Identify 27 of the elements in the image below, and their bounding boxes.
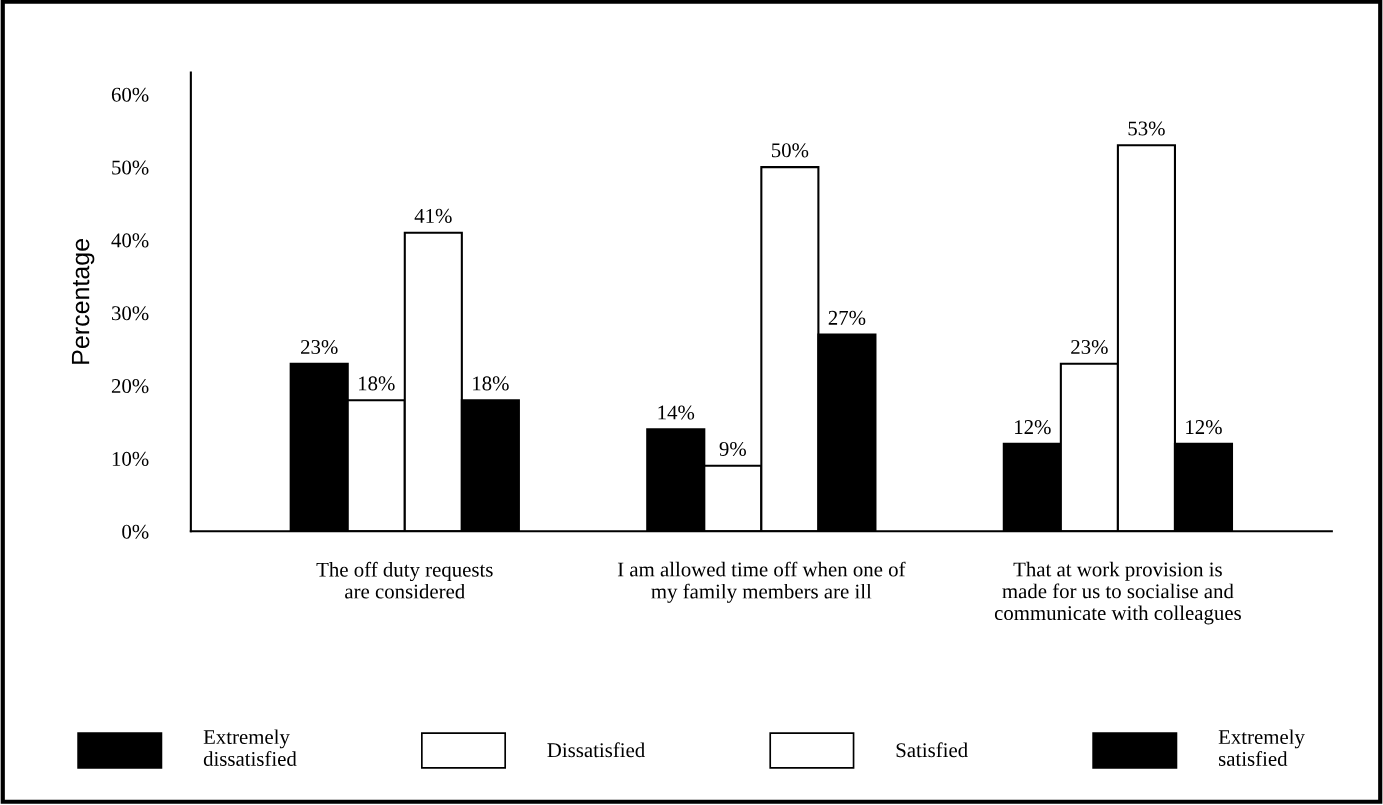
y-tick-label: 10%: [112, 451, 149, 466]
data-label: 53%: [1128, 121, 1165, 136]
legend-label: Extremely dissatisfied: [203, 729, 297, 766]
legend-label: Satisfied: [896, 742, 968, 758]
data-label: 41%: [414, 208, 452, 223]
legend-label: Extremely satisfied: [1218, 729, 1305, 766]
legend-label: Dissatisfied: [547, 742, 645, 758]
data-label: 12%: [1015, 420, 1051, 435]
data-label: 18%: [473, 376, 509, 391]
x-tick-label: That at work provision is made for us to socialise and communicate with colleagues: [994, 561, 1241, 625]
data-label: 12%: [1186, 420, 1222, 435]
data-label: 27%: [828, 310, 866, 325]
y-tick-label: 20%: [111, 379, 149, 394]
x-tick-label: The off duty requests are considered: [316, 561, 493, 599]
data-label: 50%: [771, 143, 809, 158]
x-tick-label: I am allowed time off when one of my family members are ill: [617, 561, 906, 603]
y-tick-label: 0%: [122, 524, 149, 539]
data-label: 23%: [301, 339, 338, 355]
y-tick-label: 40%: [111, 233, 149, 248]
y-axis-title: Percentage: [71, 239, 95, 364]
y-tick-label: 50%: [112, 160, 149, 175]
y-tick-label: 30%: [112, 306, 149, 321]
data-label: 9%: [719, 441, 746, 457]
data-label: 14%: [658, 405, 695, 420]
y-tick-label: 60%: [111, 87, 149, 102]
data-label: 23%: [1071, 339, 1108, 355]
data-label: 18%: [359, 376, 395, 391]
